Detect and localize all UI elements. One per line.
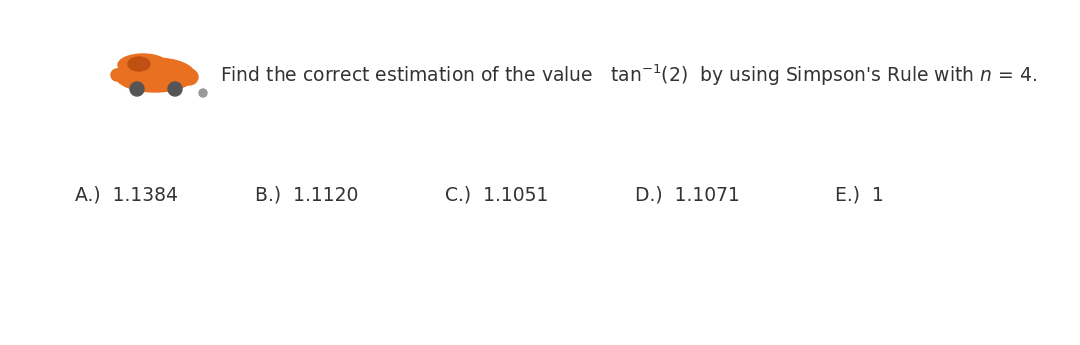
Ellipse shape (129, 57, 150, 71)
Circle shape (130, 82, 144, 96)
Text: A.)  1.1384: A.) 1.1384 (75, 186, 178, 205)
Text: E.)  1: E.) 1 (835, 186, 883, 205)
Ellipse shape (180, 69, 198, 85)
Ellipse shape (111, 69, 123, 81)
Ellipse shape (118, 54, 168, 76)
Ellipse shape (114, 58, 195, 92)
Text: B.)  1.1120: B.) 1.1120 (255, 186, 359, 205)
Text: Find the correct estimation of the value   $\mathregular{tan^{-1}}$(2)  by using: Find the correct estimation of the value… (220, 62, 1037, 88)
Circle shape (199, 89, 207, 97)
Text: D.)  1.1071: D.) 1.1071 (635, 186, 740, 205)
Circle shape (168, 82, 183, 96)
Text: C.)  1.1051: C.) 1.1051 (445, 186, 549, 205)
